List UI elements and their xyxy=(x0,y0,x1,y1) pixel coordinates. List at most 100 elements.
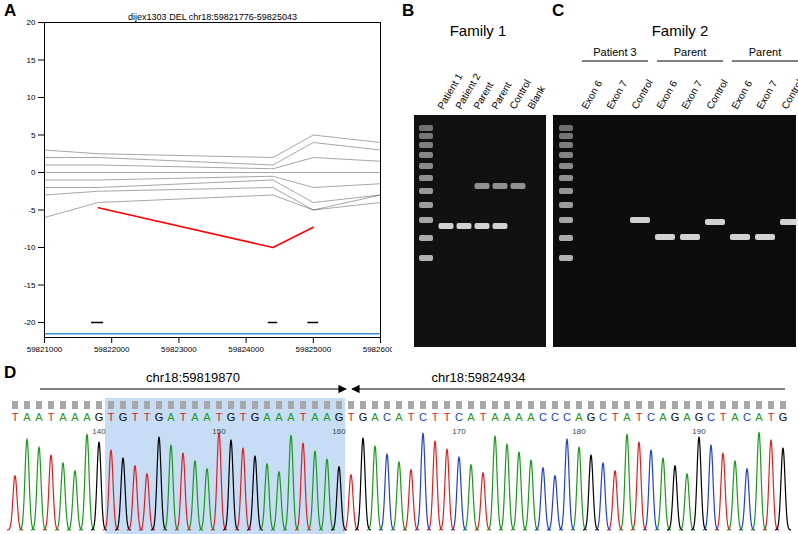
svg-text:A: A xyxy=(275,411,283,423)
svg-text:A: A xyxy=(191,411,199,423)
svg-text:chr18:59819870: chr18:59819870 xyxy=(146,370,240,385)
svg-text:150: 150 xyxy=(212,427,226,436)
svg-text:T: T xyxy=(768,411,775,423)
svg-text:T: T xyxy=(720,411,727,423)
svg-text:A: A xyxy=(683,411,691,423)
svg-text:20: 20 xyxy=(27,18,36,27)
svg-text:59823000: 59823000 xyxy=(161,345,197,354)
svg-text:Exon 7: Exon 7 xyxy=(754,78,779,111)
svg-text:G: G xyxy=(587,411,596,423)
svg-text:C: C xyxy=(419,411,427,423)
svg-text:T: T xyxy=(300,411,307,423)
svg-text:180: 180 xyxy=(572,427,586,436)
svg-text:Family 2: Family 2 xyxy=(652,22,709,39)
svg-text:A: A xyxy=(287,411,295,423)
svg-text:A: A xyxy=(263,411,271,423)
svg-text:160: 160 xyxy=(332,427,346,436)
svg-text:C: C xyxy=(743,411,751,423)
svg-text:5: 5 xyxy=(31,131,36,140)
svg-text:G: G xyxy=(251,411,260,423)
svg-text:Blank: Blank xyxy=(525,83,548,111)
svg-text:T: T xyxy=(144,411,151,423)
svg-text:A: A xyxy=(467,411,475,423)
svg-text:G: G xyxy=(335,411,344,423)
svg-text:G: G xyxy=(155,411,164,423)
svg-text:C: C xyxy=(599,411,607,423)
svg-text:A: A xyxy=(659,411,667,423)
svg-text:T: T xyxy=(216,411,223,423)
svg-text:190: 190 xyxy=(692,427,706,436)
svg-text:Patient 3: Patient 3 xyxy=(593,46,636,58)
svg-text:Parent: Parent xyxy=(749,46,781,58)
svg-text:T: T xyxy=(612,411,619,423)
svg-text:T: T xyxy=(480,411,487,423)
svg-text:A: A xyxy=(491,411,499,423)
svg-text:A: A xyxy=(731,411,739,423)
svg-text:140: 140 xyxy=(92,427,106,436)
svg-text:G: G xyxy=(359,411,368,423)
svg-text:G: G xyxy=(779,411,788,423)
svg-text:C: C xyxy=(563,411,571,423)
svg-text:59821000: 59821000 xyxy=(27,345,63,354)
svg-text:A: A xyxy=(167,411,175,423)
svg-text:T: T xyxy=(108,411,115,423)
svg-text:C: C xyxy=(383,411,391,423)
svg-text:A: A xyxy=(203,411,211,423)
svg-text:G: G xyxy=(227,411,236,423)
svg-text:G: G xyxy=(671,411,680,423)
svg-text:A: A xyxy=(23,411,31,423)
svg-text:59825000: 59825000 xyxy=(296,345,332,354)
svg-text:-15: -15 xyxy=(24,281,36,290)
svg-text:59826000: 59826000 xyxy=(363,345,392,354)
svg-text:T: T xyxy=(636,411,643,423)
svg-text:Exon 7: Exon 7 xyxy=(679,78,704,111)
svg-text:A: A xyxy=(503,411,511,423)
svg-text:B: B xyxy=(402,1,414,20)
svg-text:C: C xyxy=(552,1,564,20)
svg-text:Exon 7: Exon 7 xyxy=(604,78,629,111)
svg-text:T: T xyxy=(432,411,439,423)
svg-text:T: T xyxy=(132,411,139,423)
svg-text:Control: Control xyxy=(629,78,655,111)
svg-text:Family 1: Family 1 xyxy=(450,22,507,39)
svg-text:Exon 6: Exon 6 xyxy=(579,78,604,111)
svg-text:T: T xyxy=(348,411,355,423)
svg-text:15: 15 xyxy=(27,56,36,65)
svg-text:G: G xyxy=(119,411,128,423)
svg-text:A: A xyxy=(755,411,763,423)
svg-text:C: C xyxy=(647,411,655,423)
svg-text:T: T xyxy=(12,411,19,423)
svg-text:T: T xyxy=(48,411,55,423)
svg-text:0: 0 xyxy=(31,168,36,177)
svg-text:A: A xyxy=(527,411,535,423)
svg-text:A: A xyxy=(575,411,583,423)
svg-text:G: G xyxy=(695,411,704,423)
svg-text:A: A xyxy=(323,411,331,423)
svg-text:C: C xyxy=(455,411,463,423)
svg-text:C: C xyxy=(539,411,547,423)
svg-text:dijex1303 DEL chr18:59821776-5: dijex1303 DEL chr18:59821776-59825043 xyxy=(128,12,297,22)
svg-text:A: A xyxy=(4,1,16,20)
svg-text:A: A xyxy=(311,411,319,423)
svg-text:Parent: Parent xyxy=(674,46,706,58)
svg-text:T: T xyxy=(240,411,247,423)
svg-text:10: 10 xyxy=(27,93,36,102)
svg-text:170: 170 xyxy=(452,427,466,436)
svg-text:Exon 6: Exon 6 xyxy=(654,78,679,111)
svg-text:A: A xyxy=(59,411,67,423)
svg-text:G: G xyxy=(95,411,104,423)
svg-text:T: T xyxy=(408,411,415,423)
svg-text:Exon 6: Exon 6 xyxy=(729,78,754,111)
svg-text:A: A xyxy=(35,411,43,423)
svg-text:-20: -20 xyxy=(24,318,36,327)
svg-text:C: C xyxy=(551,411,559,423)
svg-text:D: D xyxy=(4,363,16,382)
svg-text:T: T xyxy=(444,411,451,423)
svg-text:A: A xyxy=(515,411,523,423)
svg-text:A: A xyxy=(395,411,403,423)
svg-text:T: T xyxy=(180,411,187,423)
svg-text:Control: Control xyxy=(704,78,730,111)
svg-text:C: C xyxy=(707,411,715,423)
svg-text:A: A xyxy=(83,411,91,423)
svg-text:chr18:59824934: chr18:59824934 xyxy=(432,370,526,385)
